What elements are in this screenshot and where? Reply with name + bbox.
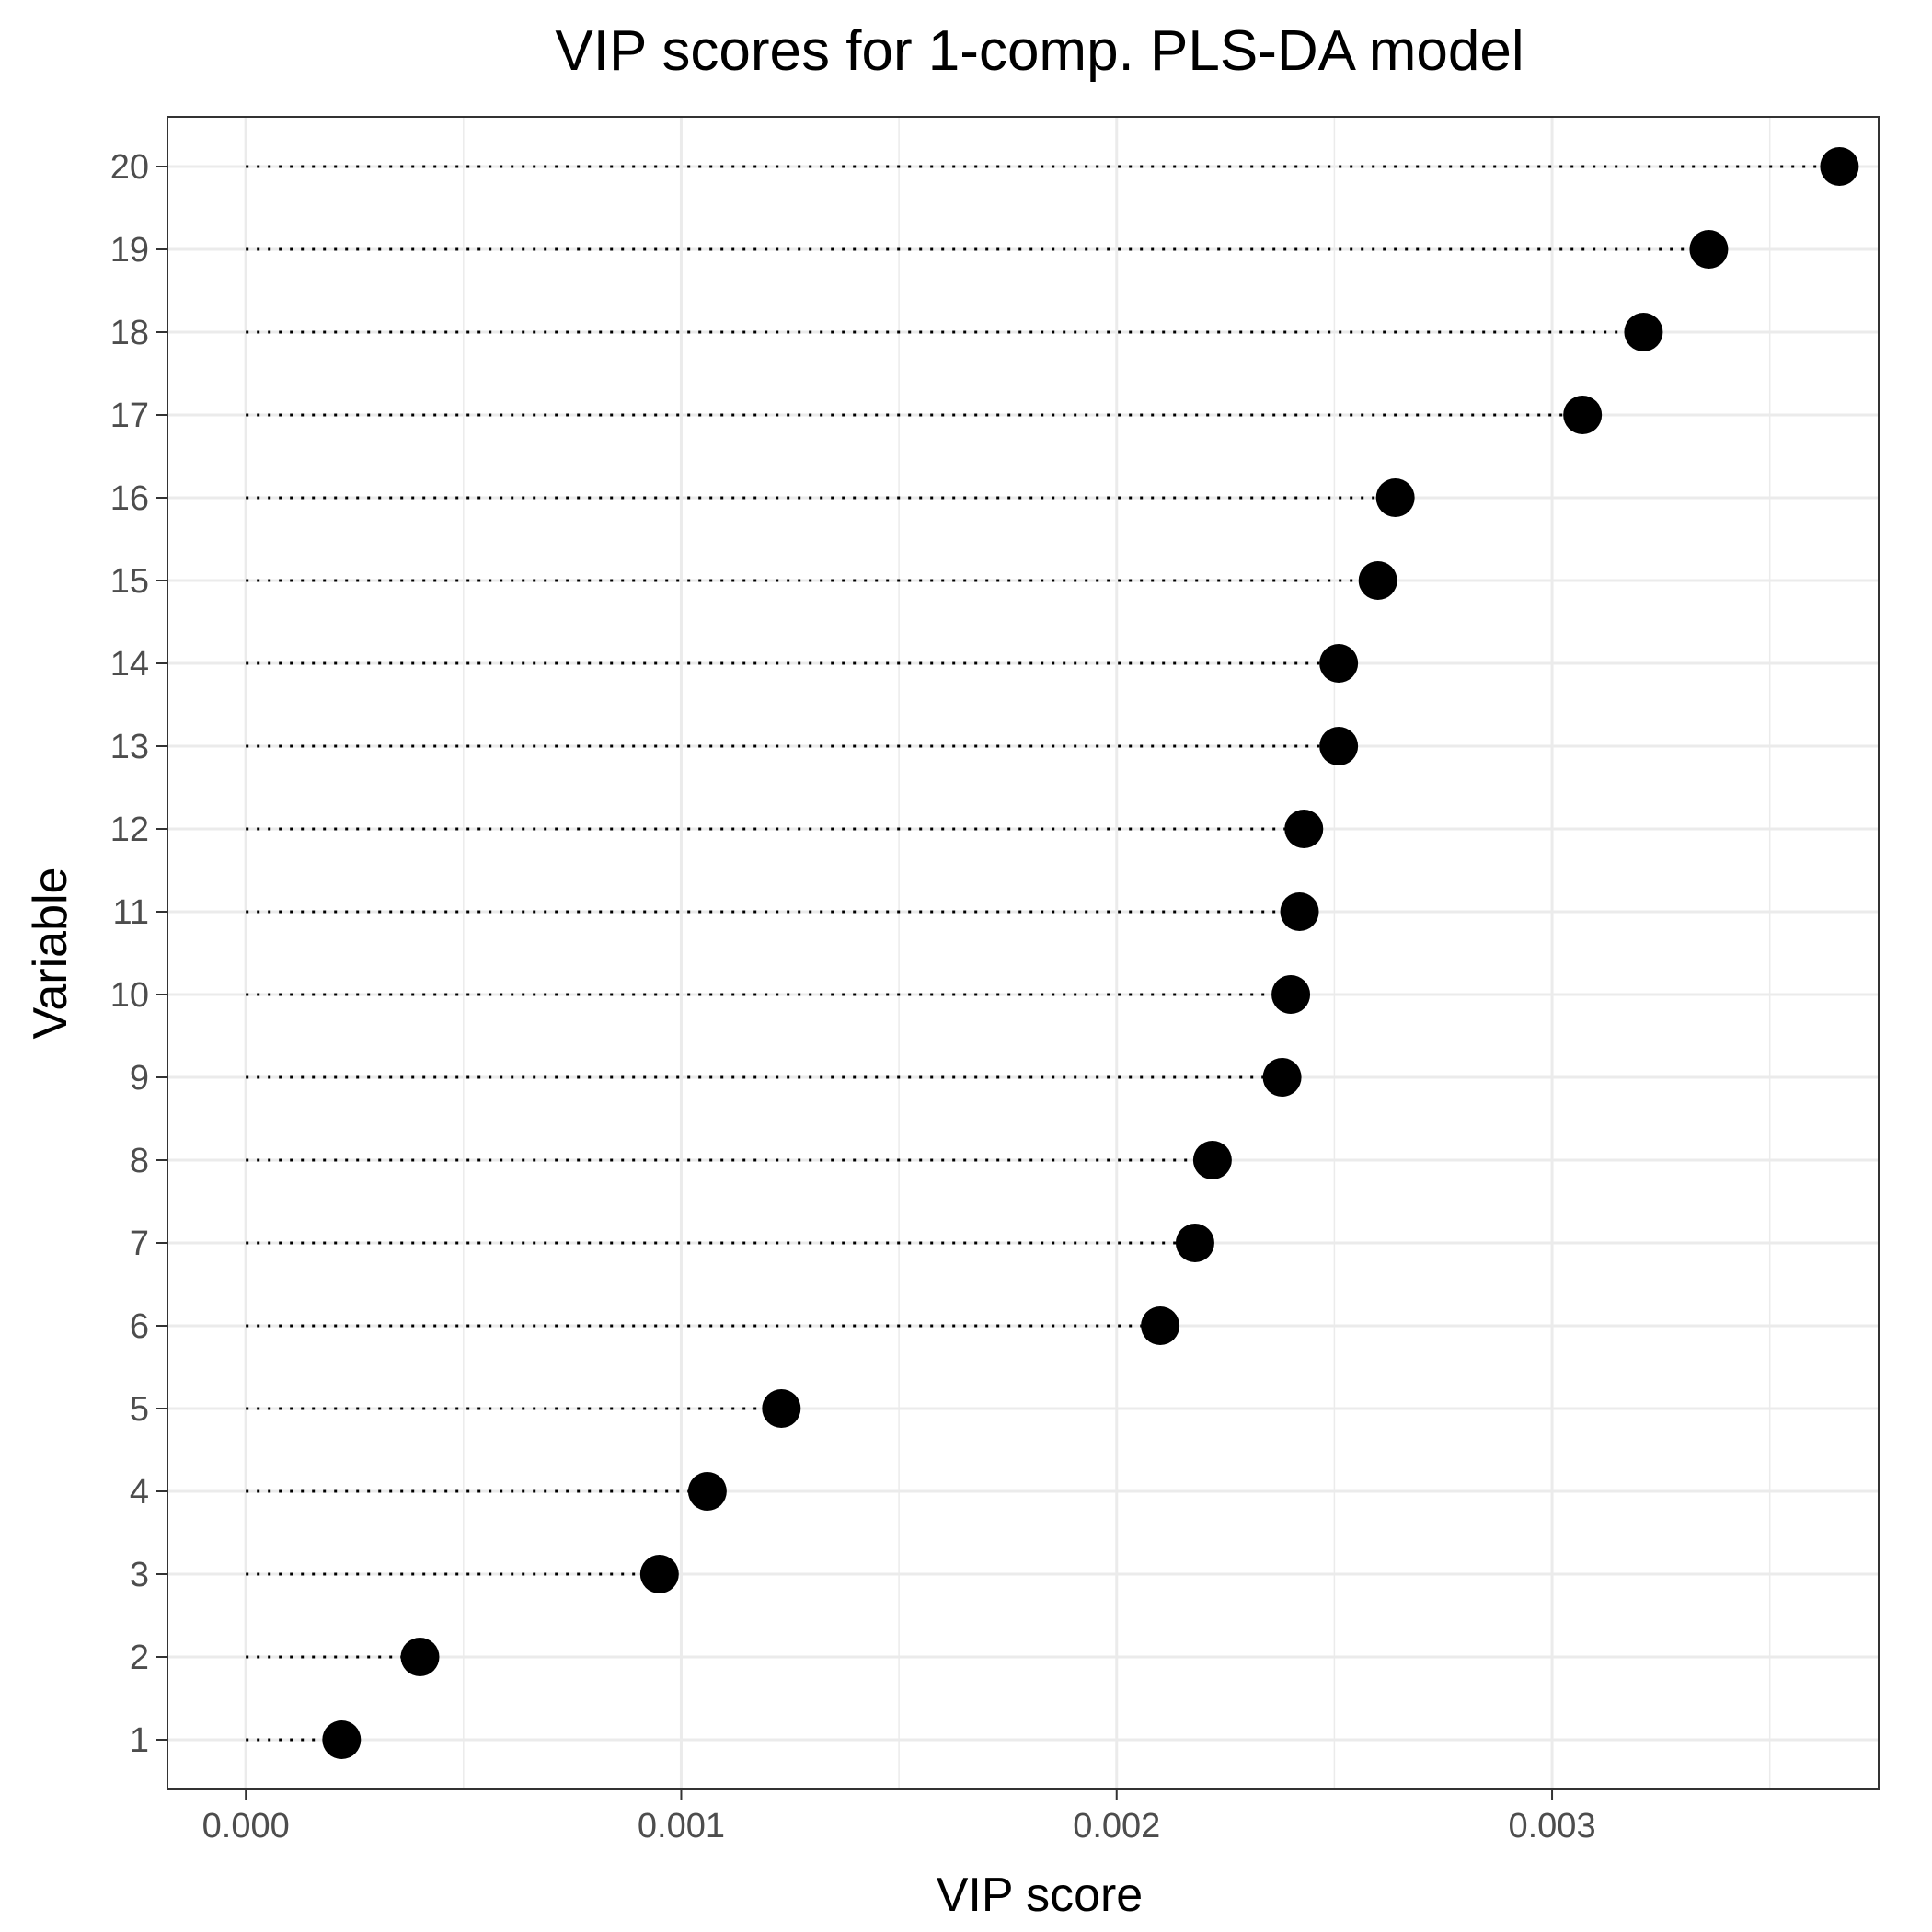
y-tick-label: 16 [110,479,149,518]
grid [167,117,1879,1789]
y-tick-label: 11 [113,893,149,932]
data-point [1358,561,1397,600]
y-tick-label: 8 [130,1142,149,1180]
data-point [1175,1224,1214,1262]
data-point [1624,313,1663,351]
y-tick-label: 2 [130,1639,149,1677]
data-point [400,1638,440,1676]
data-point [1689,230,1729,269]
data-point [1192,1141,1232,1179]
y-tick-label: 6 [130,1307,149,1346]
x-axis: 0.000 0.001 0.002 0.003 [202,1789,1596,1846]
data-point [762,1389,801,1428]
x-tick-label: 0.002 [1073,1807,1160,1846]
y-tick-label: 10 [110,976,149,1015]
chart-title: VIP scores for 1-comp. PLS-DA model [555,19,1524,83]
data-points [322,147,1859,1759]
y-tick-label: 15 [110,562,149,601]
data-point [1262,1058,1302,1097]
y-tick-label: 7 [130,1225,149,1263]
data-point [1284,810,1324,848]
data-point [1280,892,1319,931]
y-tick-label: 17 [110,397,149,435]
x-tick-label: 0.000 [202,1807,290,1846]
data-point [1820,147,1859,186]
dotted-segments [246,165,1840,1742]
panel-border [167,116,1880,1790]
data-point [1141,1306,1180,1345]
data-point [322,1720,362,1759]
data-point [639,1555,679,1593]
data-point [1319,727,1359,765]
y-tick-label: 1 [130,1721,149,1760]
data-point [1271,975,1311,1014]
data-point [1375,478,1415,517]
y-axis-title: Variable [24,868,77,1040]
y-tick-label: 5 [130,1390,149,1429]
y-tick-label: 19 [110,231,149,270]
y-tick-label: 9 [130,1059,149,1098]
data-point [1563,396,1603,434]
y-tick-label: 14 [110,645,149,684]
x-axis-title: VIP score [937,1869,1143,1922]
data-point [1319,644,1359,683]
y-tick-label: 4 [130,1473,149,1512]
y-tick-label: 18 [110,314,149,352]
data-point [687,1472,727,1511]
y-tick-label: 13 [110,728,149,766]
y-tick-label: 3 [130,1556,149,1594]
x-tick-label: 0.001 [638,1807,725,1846]
x-tick-label: 0.003 [1508,1807,1595,1846]
y-tick-label: 20 [110,148,149,187]
y-tick-label: 12 [110,811,149,849]
